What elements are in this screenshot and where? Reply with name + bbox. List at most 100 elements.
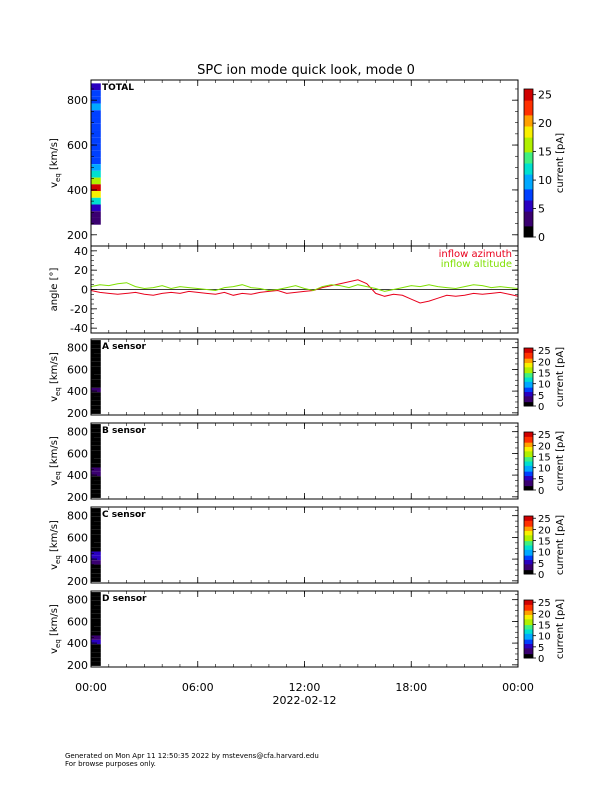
colorbar-segment xyxy=(524,462,533,465)
colorbar-segment xyxy=(524,381,533,384)
colorbar-segment xyxy=(524,624,533,627)
colorbar-segment xyxy=(524,398,533,401)
colorbar-segment xyxy=(524,488,533,491)
colorbar-segment xyxy=(524,382,533,385)
colorbar-segment xyxy=(524,629,533,631)
browse-note: For browse purposes only. xyxy=(65,760,156,768)
colorbar-frame xyxy=(523,88,534,238)
colorbar-segment xyxy=(524,604,533,607)
legend-entry: inflow azimuth xyxy=(439,249,512,260)
spectrogram-cell xyxy=(91,631,101,636)
colorbar-segment xyxy=(524,363,533,366)
colorbar-tick-label: 20 xyxy=(538,525,551,536)
spectrogram-cell xyxy=(91,90,101,97)
spectrogram-cell xyxy=(91,648,101,653)
colorbar-segment xyxy=(524,474,533,476)
colorbar-segment xyxy=(524,453,533,456)
spectrogram-cell xyxy=(91,618,101,623)
colorbar-tick-label: 15 xyxy=(538,453,551,464)
colorbar-segment xyxy=(524,447,533,450)
spectrogram-cell xyxy=(91,348,101,354)
colorbar-segment xyxy=(524,653,533,656)
colorbar-segment xyxy=(524,225,533,231)
colorbar-segment xyxy=(524,521,533,524)
colorbar-segment xyxy=(524,643,533,646)
colorbar-tick-label: 25 xyxy=(538,346,551,357)
colorbar-segment xyxy=(524,569,533,572)
spectrogram-cell xyxy=(91,512,101,517)
series-line-0 xyxy=(90,279,519,304)
colorbar-tick-label: 15 xyxy=(538,537,551,548)
colorbar-segment xyxy=(524,403,533,406)
y-tick-label: 400 xyxy=(67,553,88,566)
colorbar-tick-label: 25 xyxy=(538,430,551,441)
y-axis-label: veq [km/s] xyxy=(49,520,62,570)
colorbar-segment xyxy=(524,527,533,530)
spectrogram-cell xyxy=(91,357,101,362)
colorbar-segment xyxy=(524,362,533,365)
colorbar-segment xyxy=(524,391,533,394)
colorbar-segment xyxy=(524,601,533,604)
colorbar-tick-label: 0 xyxy=(538,486,544,497)
colorbar-tick-label: 15 xyxy=(538,621,551,632)
spectrogram-cell xyxy=(91,361,101,367)
colorbar-segment xyxy=(524,644,533,647)
y-tick-label: 200 xyxy=(67,229,88,242)
y-tick-label: 800 xyxy=(67,426,88,439)
colorbar-segment xyxy=(524,537,533,540)
spectrogram-cell xyxy=(91,476,101,481)
y-axis-label: veq [km/s] xyxy=(49,436,62,486)
colorbar-tick-label: 5 xyxy=(538,643,544,654)
spectrogram-cell xyxy=(91,471,101,477)
spectrogram-cell xyxy=(91,137,101,144)
x-tick-label: 00:00 xyxy=(75,681,107,694)
colorbar-segment xyxy=(524,155,533,160)
spectrogram-cell xyxy=(91,424,101,429)
colorbar-segment xyxy=(524,211,533,216)
spectrogram-cell xyxy=(91,573,101,578)
colorbar-segment xyxy=(524,207,533,212)
colorbar-tick-label: 5 xyxy=(538,391,544,402)
colorbar-segment xyxy=(524,350,533,353)
colorbar-segment xyxy=(524,374,533,377)
colorbar-segment xyxy=(524,369,533,372)
colorbar-segment xyxy=(524,371,533,374)
colorbar-segment xyxy=(524,546,533,549)
colorbar-tick-label: 0 xyxy=(538,570,544,581)
spectrogram-cell xyxy=(91,450,101,455)
spectrogram-cell xyxy=(91,508,101,513)
colorbar-segment xyxy=(524,617,533,620)
colorbar-segment xyxy=(524,533,533,536)
colorbar-segment xyxy=(524,618,533,621)
colorbar-segment xyxy=(524,649,533,652)
panel-label: B sensor xyxy=(102,426,146,436)
colorbar-segment xyxy=(524,378,533,381)
colorbar-segment xyxy=(524,623,533,626)
colorbar-segment xyxy=(524,355,533,358)
colorbar-segment xyxy=(524,188,533,194)
colorbar-tick-label: 0 xyxy=(538,654,544,665)
y-tick-label: 200 xyxy=(67,575,88,588)
spectrogram-cell xyxy=(91,635,101,640)
spectrogram-cell xyxy=(91,534,101,539)
colorbar-segment xyxy=(524,174,533,179)
colorbar-segment xyxy=(524,434,533,437)
x-tick-label: 06:00 xyxy=(182,681,214,694)
x-tick-label: 18:00 xyxy=(395,681,427,694)
colorbar-frame xyxy=(523,515,534,575)
colorbar-segment xyxy=(524,192,533,197)
colorbar-segment xyxy=(524,552,533,555)
colorbar-segment xyxy=(524,530,533,533)
colorbar-segment xyxy=(524,365,533,368)
colorbar-segment xyxy=(524,439,533,442)
colorbar-segment xyxy=(524,615,533,618)
y-tick-label: 600 xyxy=(67,139,88,152)
spectrogram-cell xyxy=(91,542,101,548)
spectrogram-cell xyxy=(91,83,101,91)
panel-frame xyxy=(90,422,519,500)
colorbar-segment xyxy=(524,445,533,447)
colorbar-segment xyxy=(524,384,533,387)
